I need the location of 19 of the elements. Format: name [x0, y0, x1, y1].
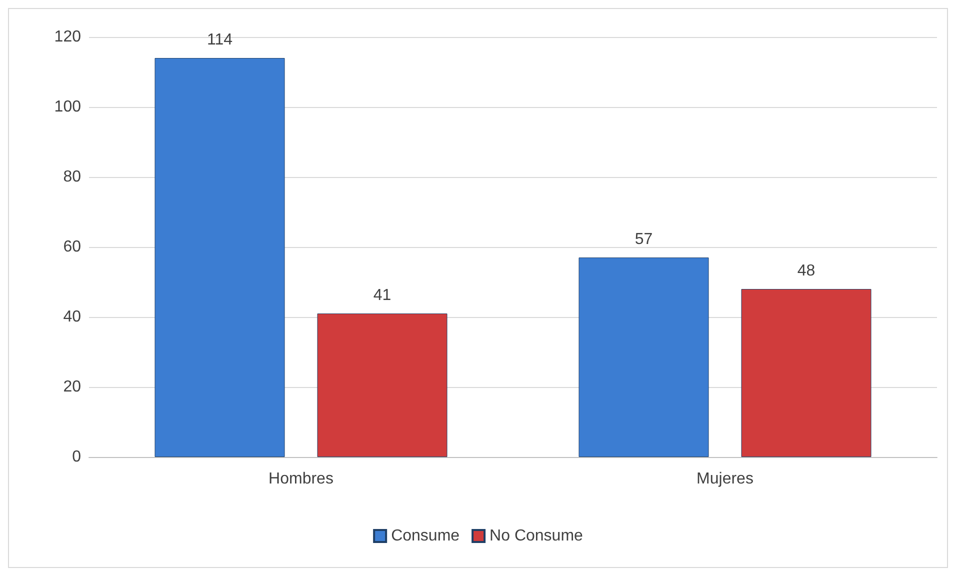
y-tick-label: 120 [54, 28, 82, 46]
y-tick-label: 60 [63, 238, 82, 256]
x-tick-label: Hombres [268, 470, 334, 488]
x-tick-label: Mujeres [696, 470, 754, 488]
y-tick-label: 80 [63, 168, 82, 186]
legend-label: No Consume [490, 528, 584, 544]
bar [154, 58, 285, 457]
data-label: 41 [373, 287, 392, 304]
data-label: 48 [797, 262, 816, 280]
y-tick-label: 0 [72, 448, 82, 466]
y-tick-label: 100 [54, 98, 82, 116]
bar [317, 314, 448, 457]
legend-label: Consume [391, 528, 460, 544]
bar [741, 289, 872, 457]
data-label: 114 [206, 32, 233, 48]
y-tick-label: 20 [63, 378, 82, 396]
y-tick-label: 40 [63, 308, 82, 326]
bar [578, 258, 709, 457]
data-label: 57 [634, 231, 653, 248]
